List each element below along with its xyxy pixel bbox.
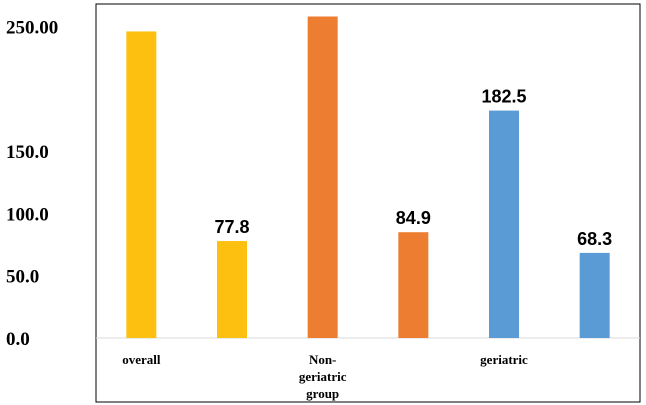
- bar: [126, 31, 157, 338]
- y-tick-label: 150.0: [6, 142, 49, 163]
- y-tick-label: 100.0: [6, 204, 49, 225]
- x-category-label: geriatric: [299, 369, 347, 384]
- data-label: 84.9: [396, 208, 431, 228]
- y-tick-label: 50.0: [6, 267, 39, 288]
- y-tick-label: 0.0: [6, 329, 30, 350]
- y-tick-label: 250.00: [6, 17, 58, 38]
- data-label: 68.3: [577, 229, 612, 249]
- plot-frame: [95, 3, 641, 403]
- x-category-label: group: [306, 386, 339, 401]
- bar: [398, 232, 429, 338]
- bar: [307, 16, 338, 338]
- x-category-label: Non-: [309, 352, 336, 367]
- data-label: 77.8: [214, 217, 249, 237]
- bar: [217, 241, 247, 338]
- bar: [579, 252, 610, 338]
- data-label: 182.5: [481, 87, 526, 107]
- x-category-label: geriatric: [480, 352, 528, 367]
- bar: [489, 110, 519, 338]
- x-category-label: overall: [122, 352, 161, 367]
